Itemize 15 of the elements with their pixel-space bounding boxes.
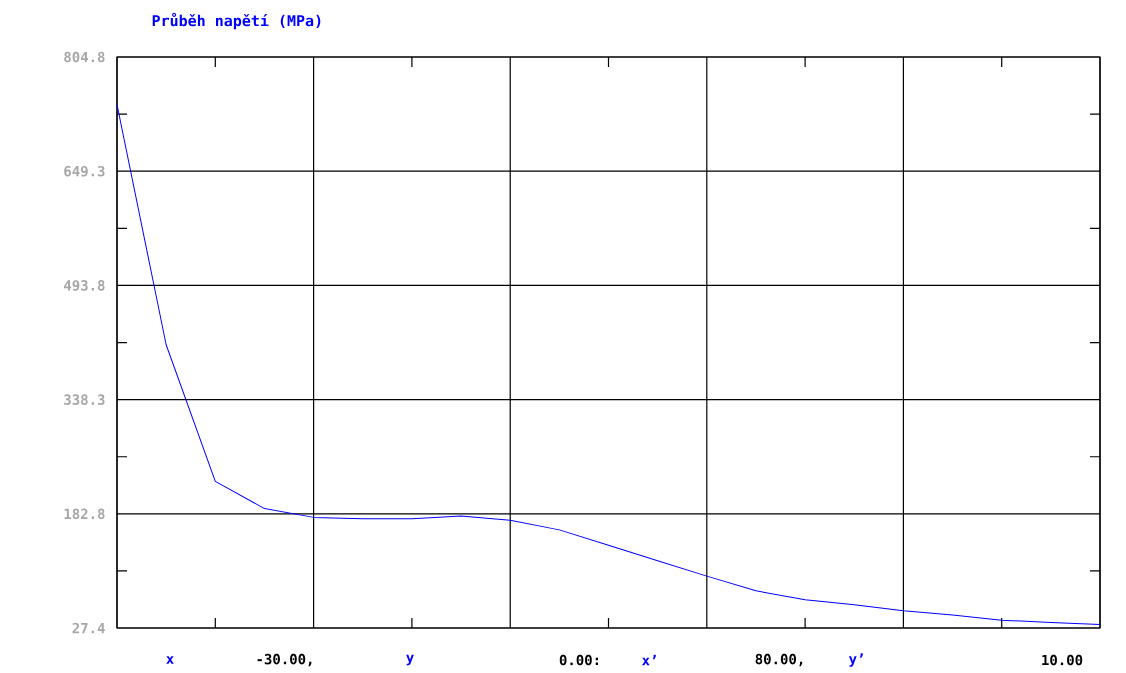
text: 10.00 <box>1042 654 1083 666</box>
text: y’ <box>848 653 863 667</box>
text: x <box>166 656 174 664</box>
text: -30.00, <box>257 653 312 667</box>
y-tick-label: 182.8 <box>64 508 105 520</box>
text: y <box>406 654 414 666</box>
y-tick-label: 649.3 <box>64 165 105 177</box>
y-tick-label: 27.4 <box>72 622 105 634</box>
text: 80.00, <box>755 653 803 667</box>
y-tick-label: 493.8 <box>64 280 105 291</box>
text: x’ <box>641 654 656 666</box>
y-tick-label: 338.3 <box>64 394 105 405</box>
chart-title: Průběh napětí (MPa) <box>152 12 321 30</box>
y-tick-label: 804.8 <box>64 51 105 63</box>
text: 0.00: <box>559 654 598 666</box>
